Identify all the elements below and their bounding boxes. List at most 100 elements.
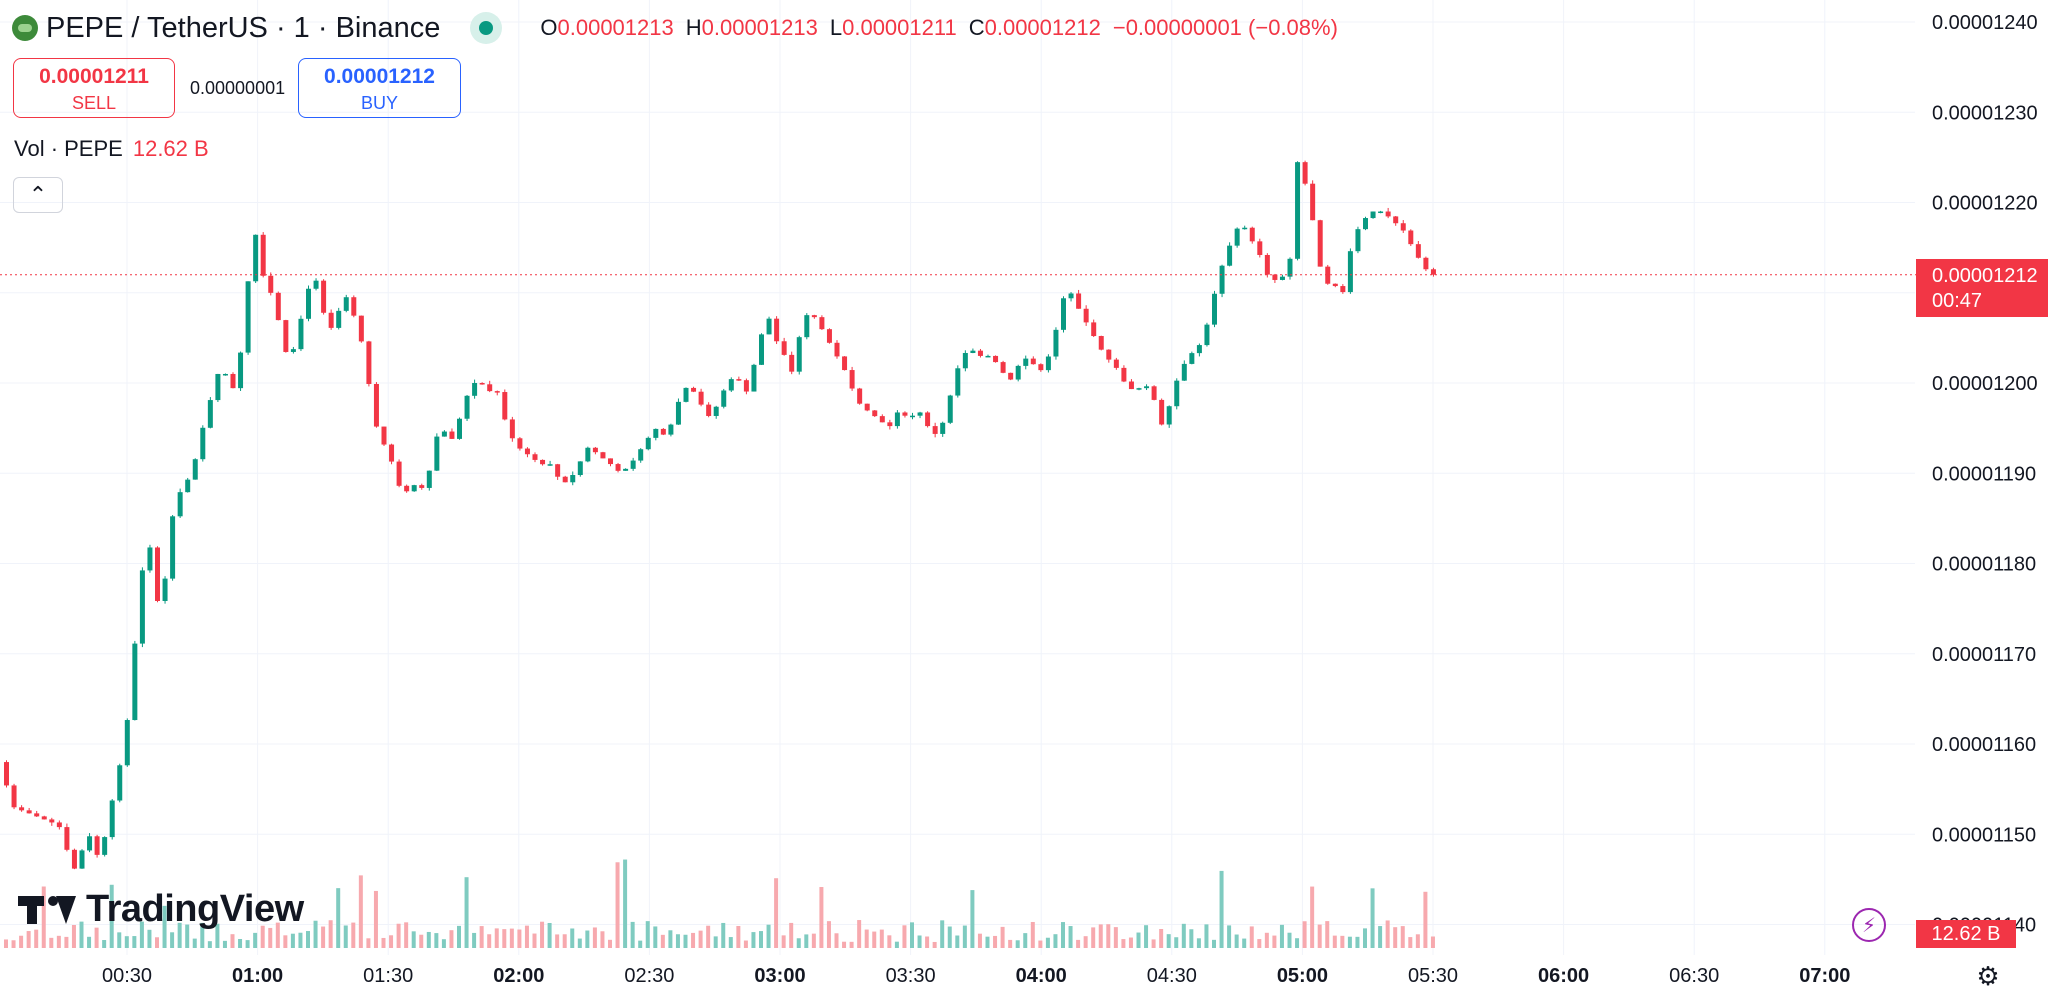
candle-body	[419, 485, 425, 488]
candle-body	[774, 318, 780, 342]
candle-body	[366, 341, 372, 384]
volume-bar	[675, 934, 680, 948]
price-axis-label: 0.00001240	[1932, 12, 2038, 34]
volume-bar	[1242, 938, 1247, 948]
candle-body	[940, 422, 946, 434]
candle-body	[358, 315, 364, 342]
volume-bar	[1045, 937, 1050, 948]
candle-body	[977, 350, 983, 356]
lightning-bolt-icon[interactable]: ⚡	[1852, 908, 1886, 942]
candle-body	[638, 449, 644, 461]
sell-button[interactable]: 0.00001211 SELL	[13, 58, 175, 118]
candle-body	[1219, 265, 1225, 294]
candle-body	[487, 384, 493, 392]
volume-bar	[19, 935, 24, 948]
candle-body	[434, 436, 440, 471]
candle-body	[1196, 345, 1202, 354]
volume-bar	[177, 922, 182, 948]
volume-bar	[230, 934, 235, 948]
volume-bar	[1415, 934, 1420, 948]
volume-bar	[404, 922, 409, 948]
volume-bar	[1181, 923, 1186, 948]
volume-bar	[1393, 927, 1398, 948]
volume-bar	[887, 935, 892, 948]
candle-body	[275, 292, 281, 321]
volume-bar	[517, 929, 522, 948]
candle-body	[932, 426, 938, 434]
candle-body	[517, 438, 523, 449]
collapse-legend-button[interactable]: ⌃	[13, 177, 63, 213]
symbol-title[interactable]: PEPE / TetherUS · 1 · Binance	[46, 11, 441, 44]
candle-body	[1317, 220, 1323, 267]
volume-bar	[79, 921, 84, 948]
candle-body	[306, 288, 311, 319]
volume-bar	[1385, 920, 1390, 948]
candle-body	[1393, 216, 1399, 224]
volume-bar	[917, 935, 922, 948]
volume-bar	[1257, 939, 1262, 948]
candle-body	[894, 412, 900, 427]
volume-bar	[34, 929, 39, 948]
volume-bar	[630, 921, 635, 948]
candle-body	[1310, 183, 1316, 221]
time-axis-label: 01:00	[232, 965, 283, 987]
candle-body	[1098, 336, 1104, 350]
volume-bar	[789, 922, 794, 948]
candle-body	[910, 415, 915, 418]
settings-gear-icon[interactable]: ⚙	[1976, 961, 2000, 991]
last-price-value: 0.00001212	[1932, 265, 2038, 287]
market-open-dot-icon[interactable]	[470, 12, 503, 44]
volume-bar	[660, 934, 665, 948]
buy-button[interactable]: 0.00001212 BUY	[298, 58, 461, 118]
volume-bar	[1068, 926, 1073, 948]
volume-bar	[1272, 935, 1277, 948]
time-axis: 00:30 01:00 01:30 02:00 02:30 03:00 03:30 04:00…	[102, 965, 1850, 987]
candle-body	[562, 476, 568, 483]
price-axis-label: 0.00001230	[1932, 102, 2038, 124]
candle-body	[630, 460, 636, 469]
tradingview-logo[interactable]: TradingView	[18, 888, 304, 931]
volume-legend[interactable]: Vol · PEPE 12.62 B	[14, 136, 209, 162]
volume-bar	[389, 935, 394, 948]
volume-bar	[381, 937, 386, 948]
volume-bar	[751, 932, 756, 948]
candle-body	[1159, 399, 1165, 425]
ohlc-open-key: O	[540, 15, 558, 40]
candle-body	[804, 315, 810, 338]
volume-bar	[623, 859, 628, 948]
volume-bar	[600, 931, 605, 948]
volume-bar	[1310, 886, 1315, 948]
volume-bar	[290, 933, 295, 948]
last-price-tag: 0.00001212 00:47	[1916, 259, 2048, 317]
volume-bar	[275, 922, 280, 948]
candle-body	[766, 318, 772, 335]
candle-body	[925, 412, 931, 427]
candle-body	[751, 364, 757, 392]
candle-body	[373, 383, 379, 427]
volume-bar	[1008, 939, 1013, 948]
volume-bar	[1423, 891, 1428, 948]
candle-body	[577, 461, 583, 476]
candle-body	[1068, 293, 1074, 299]
candle-body	[879, 416, 885, 423]
candle-body	[683, 387, 689, 402]
volume-bar	[1295, 938, 1300, 948]
volume-bar	[638, 940, 643, 948]
pepe-coin-logo-icon[interactable]	[12, 15, 38, 41]
ohlc-close-value: 0.00001212	[984, 15, 1101, 40]
candle-body	[472, 383, 478, 396]
candle-body	[109, 800, 115, 838]
volume-bar	[426, 931, 431, 948]
candle-body	[524, 448, 530, 455]
candle-body	[1181, 363, 1187, 381]
candle-body	[1415, 244, 1421, 258]
volume-bar	[207, 941, 212, 948]
candle-body	[826, 329, 832, 343]
volume-bar	[683, 934, 688, 948]
volume-bar	[328, 920, 333, 948]
candle-body	[1061, 298, 1066, 330]
volume-bar	[547, 922, 552, 948]
candle-body	[645, 437, 651, 450]
candle-body	[1053, 329, 1059, 357]
